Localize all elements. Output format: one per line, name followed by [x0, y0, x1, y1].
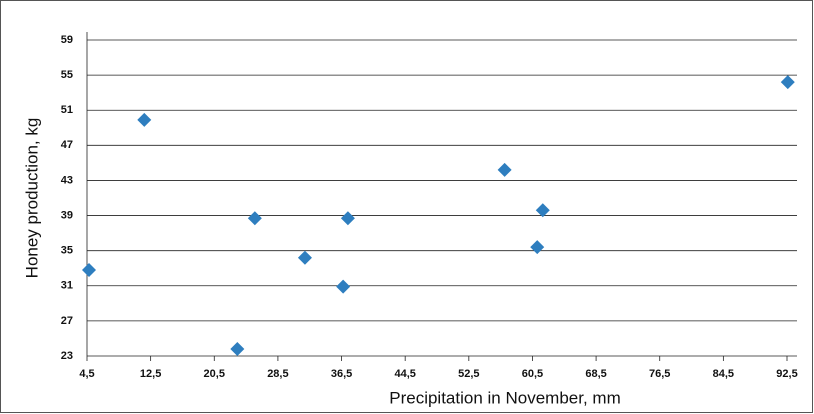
x-tick-label: 52,5 [458, 368, 479, 380]
y-tick-label: 59 [61, 34, 73, 46]
point [247, 211, 262, 226]
x-tick-label: 92,5 [776, 368, 797, 380]
x-tick-label: 84,5 [713, 368, 734, 380]
x-tick-label: 36,5 [331, 368, 352, 380]
y-tick-label: 23 [61, 350, 73, 362]
point [340, 211, 355, 226]
x-tick-label: 12,5 [140, 368, 161, 380]
y-tick-label: 55 [61, 69, 73, 81]
y-tick-label: 47 [61, 139, 73, 151]
point [297, 250, 312, 265]
y-tick-label: 31 [61, 280, 73, 292]
x-tick-label: 28,5 [267, 368, 288, 380]
y-axis-title: Honey production, kg [22, 118, 41, 279]
y-tick-label: 39 [61, 209, 73, 221]
y-tick-label: 35 [61, 245, 73, 257]
point [336, 279, 351, 294]
y-tick-label: 27 [61, 315, 73, 327]
x-tick-label: 20,5 [204, 368, 225, 380]
x-tick-label: 44,5 [394, 368, 415, 380]
point [81, 262, 96, 277]
point [137, 112, 152, 127]
y-tick-label: 43 [61, 174, 73, 186]
y-tick-label: 51 [61, 104, 73, 116]
point [530, 240, 545, 255]
x-tick-label: 4,5 [79, 368, 94, 380]
point [230, 341, 245, 356]
x-tick-label: 68,5 [585, 368, 606, 380]
x-tick-label: 76,5 [649, 368, 670, 380]
point [497, 162, 512, 177]
point [535, 203, 550, 218]
x-axis-title: Precipitation in November, mm [389, 388, 620, 407]
x-tick-label: 60,5 [522, 368, 543, 380]
point [780, 75, 795, 90]
